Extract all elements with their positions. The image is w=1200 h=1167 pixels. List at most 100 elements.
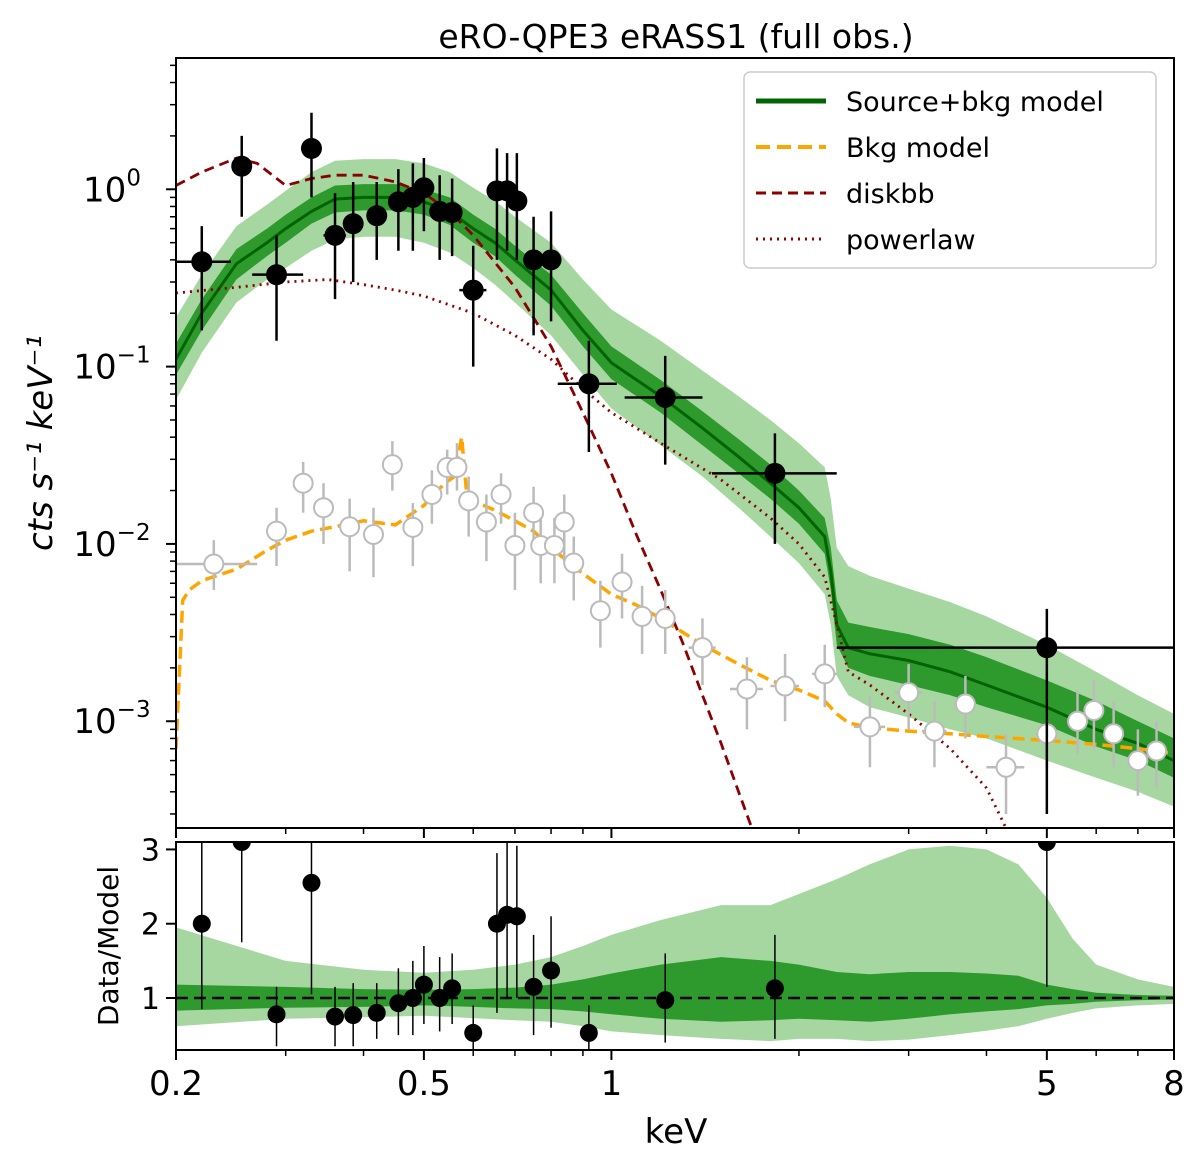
legend-label-bkg: Bkg model [846,133,990,164]
bkg-data-point [553,511,575,533]
source-model-inner-band [176,184,1174,778]
top-y-tick-exponent: −2 [117,520,151,546]
source-data-point [342,213,364,235]
ratio-data-point [765,979,784,998]
bottom-y-tick-label: 3 [141,833,160,868]
ratio-data-point [507,907,526,926]
bkg-data-point [1067,710,1089,732]
ratio-data-point [403,989,422,1007]
x-tick-label: 8 [1163,1064,1185,1104]
bottom-y-tick-label: 2 [141,908,160,943]
source-data-point [578,373,600,395]
bkg-data-point [402,516,424,538]
ratio-data-point [542,961,561,980]
bkg-data-point [523,502,545,524]
model-lines [176,156,1174,828]
bkg-data-point [543,534,565,556]
top-y-tick-exponent: −1 [117,343,151,369]
ratio-data-point [414,975,433,994]
ratio-data-point [579,1023,598,1042]
source-data-point [764,462,786,484]
bkg-data-point [490,483,512,505]
bkg-data-point [1146,740,1168,762]
source-data-point [441,201,463,223]
ratio-data-point [430,989,449,1007]
top-y-tick-label: 10−2 [73,520,150,565]
bkg-data-point [774,675,796,697]
ratio-inner-band [176,957,1174,1022]
bkg-data-point [1103,723,1125,745]
bkg-data-point [859,716,881,738]
powerlaw-line [176,278,1008,828]
bkg-data-point [1127,750,1149,772]
ratio-data-point [192,914,211,933]
source-data-point [506,190,528,212]
source-data-point [366,205,388,227]
legend-label-diskbb: diskbb [846,179,935,210]
top-y-tick-label: 100 [83,165,141,210]
legend-box [743,71,1157,269]
bkg-data-point [381,454,403,476]
ratio-data-point [267,1005,286,1024]
bottom-panel-frame [175,841,1175,1051]
bkg-data-point [421,483,443,505]
bkg-data-point [589,600,611,622]
x-axis-label: keV [645,1112,708,1152]
source-model-line [176,195,1174,762]
top-panel: 100 10−1 10−2 10−3 cts s⁻¹ keV⁻¹ Source+bkg… [21,57,1175,838]
bkg-data-point [1083,699,1105,721]
source-data-point [540,249,562,271]
source-data-point [654,386,676,408]
bkg-data-point [691,637,713,659]
bkg-data-point [362,524,384,546]
ratio-data-point [443,979,462,998]
source-data-point [231,155,253,177]
source-data-point [523,249,545,271]
bottom-y-ticks: 1 2 3 [141,833,176,1017]
ratio-data-point [656,991,675,1010]
top-y-tick-label: 10−1 [73,343,150,388]
bkg-data-point [339,516,361,538]
bkg-data-point [898,682,920,704]
ratio-data-point [524,977,543,996]
ratio-data-point [232,842,251,851]
ratio-data-point [367,1003,386,1022]
bottom-x-ticks: 0.2 0.5 1 5 8 [149,1050,1185,1104]
diskbb-line [176,156,754,828]
bkg-data-point [475,511,497,533]
bkg-model-line [176,436,1174,755]
ratio-data-point [1037,842,1056,851]
bkg-data-point [203,553,225,575]
bkg-data-point [458,490,480,512]
top-y-tick-exponent: 0 [126,165,141,191]
bottom-panel: 1 2 3 0.2 0.5 1 5 8 Data/Model [92,833,1185,1104]
top-y-ticks: 100 10−1 10−2 10−3 [73,64,176,815]
source-data-point [324,224,346,246]
bkg-data-point [995,756,1017,778]
ratio-data-point [302,873,321,892]
bkg-data-point [313,497,335,519]
bkg-data-point [504,534,526,556]
top-y-tick-exponent: −3 [117,697,151,723]
source-data-point [413,177,435,199]
source-data-point [266,264,288,286]
bkg-data-point [292,472,314,494]
bkg-data-point [954,693,976,715]
bkg-data-point [266,520,288,542]
x-tick-label: 5 [1036,1064,1058,1104]
ratio-data-point [464,1023,483,1042]
x-tick-label: 0.2 [149,1064,203,1104]
bkg-data-point [631,605,653,627]
bkg-data-point [923,720,945,742]
source-data-point [300,137,322,159]
top-y-tick-label: 10−3 [73,697,150,742]
source-data-point [462,279,484,301]
ratio-data-point [326,1007,345,1026]
x-tick-label: 0.5 [397,1064,451,1104]
source-data-point [191,251,213,273]
top-x-ticks [175,828,1175,838]
x-tick-label: 1 [601,1064,623,1104]
bkg-data-point [814,663,836,685]
bkg-data-point [563,552,585,574]
